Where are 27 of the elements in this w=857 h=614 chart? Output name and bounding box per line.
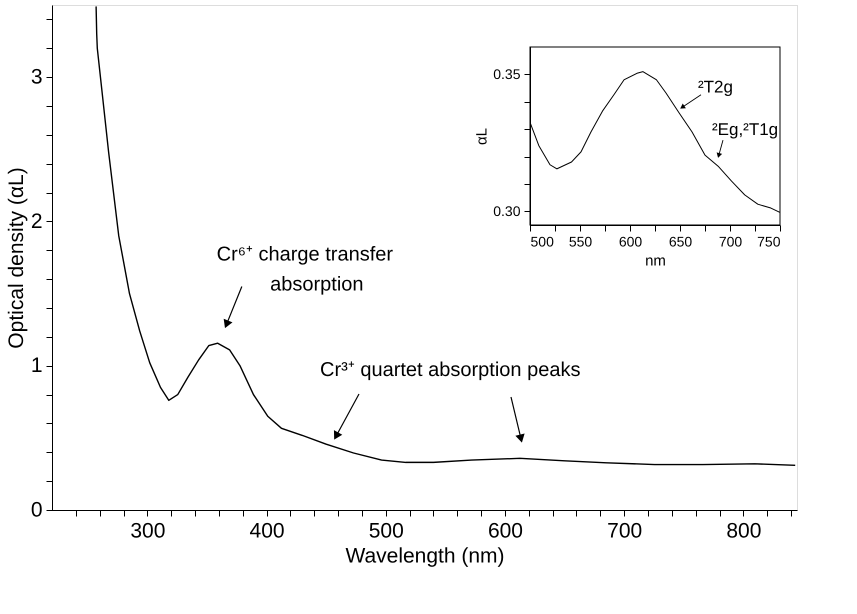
x-tick-label: 600 <box>618 234 642 250</box>
x-tick-label: 700 <box>607 520 642 542</box>
x-axis-title: Wavelength (nm) <box>345 544 505 568</box>
x-tick-label: 650 <box>668 234 692 250</box>
y-axis-title: Optical density (αL) <box>4 167 28 349</box>
x-tick-label: 300 <box>130 520 166 542</box>
line-series <box>95 6 796 466</box>
x-tick-label: 700 <box>718 234 742 250</box>
x-axis-title: nm <box>645 252 666 270</box>
x-tick-label: 550 <box>568 234 592 250</box>
x-tick-label: 500 <box>530 234 554 250</box>
x-tick-label: 800 <box>726 520 762 542</box>
y-tick-label: 0 <box>30 498 42 522</box>
x-tick-label: 400 <box>250 520 285 542</box>
annotation: Cr³⁺ quartet absorption peaks <box>320 359 580 381</box>
annotation: ²Eg,²T1g <box>712 120 778 140</box>
x-tick-label: 500 <box>368 520 404 542</box>
y-axis-title: αL <box>473 128 490 146</box>
annotation: ²T2g <box>698 78 733 97</box>
y-tick-label: 0.35 <box>493 66 521 82</box>
y-tick-label: 2 <box>30 210 42 233</box>
y-tick-label: 1 <box>30 354 42 378</box>
y-tick-label: 0.30 <box>493 202 521 219</box>
annotation: Cr⁶⁺ charge transfer absorption <box>216 244 394 296</box>
y-tick-label: 3 <box>30 66 42 89</box>
x-tick-label: 750 <box>757 234 781 250</box>
x-tick-label: 600 <box>488 520 523 542</box>
